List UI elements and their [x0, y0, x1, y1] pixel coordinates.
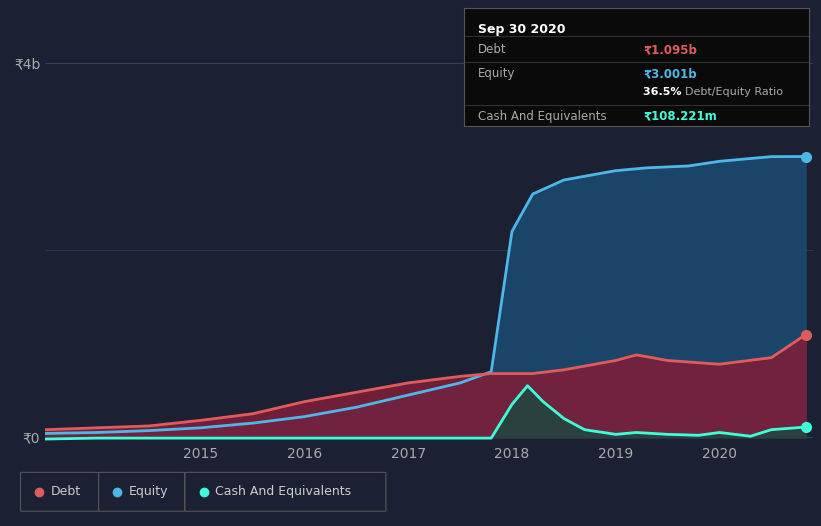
- Text: Cash And Equivalents: Cash And Equivalents: [215, 485, 351, 498]
- Text: Debt: Debt: [478, 44, 507, 56]
- Text: Sep 30 2020: Sep 30 2020: [478, 23, 565, 36]
- Text: ₹108.221m: ₹108.221m: [643, 110, 717, 123]
- Text: Debt: Debt: [51, 485, 81, 498]
- Text: Equity: Equity: [129, 485, 168, 498]
- Text: ₹1.095b: ₹1.095b: [643, 44, 697, 56]
- Text: Cash And Equivalents: Cash And Equivalents: [478, 110, 606, 123]
- Text: Equity: Equity: [478, 67, 515, 80]
- Text: Debt/Equity Ratio: Debt/Equity Ratio: [685, 87, 782, 97]
- Text: 36.5%: 36.5%: [643, 87, 686, 97]
- Text: ₹3.001b: ₹3.001b: [643, 67, 697, 80]
